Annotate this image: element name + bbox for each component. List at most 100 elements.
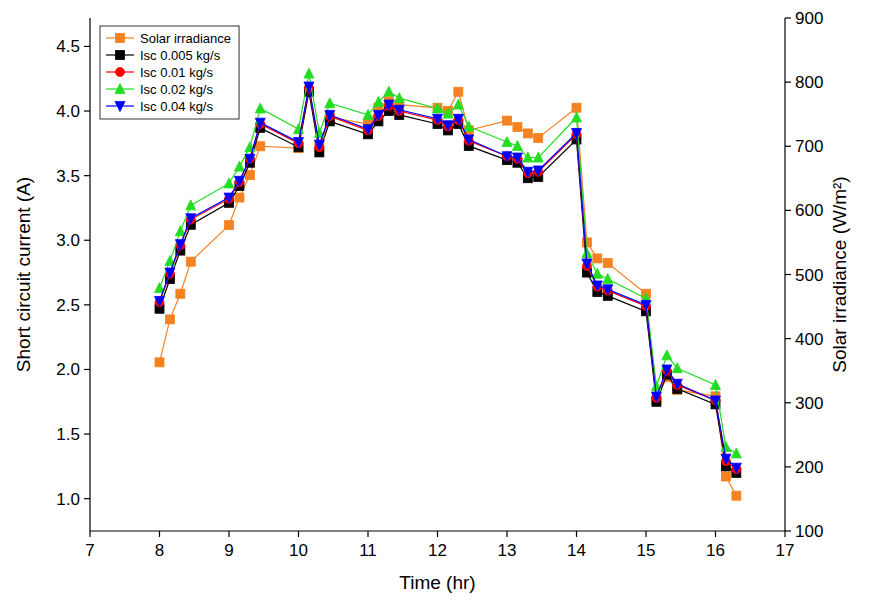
- plot-area: [155, 68, 742, 500]
- y2-tick: [785, 146, 791, 147]
- marker: [731, 463, 741, 473]
- marker: [672, 379, 682, 389]
- marker: [523, 152, 533, 162]
- x-tick: [576, 531, 577, 537]
- x-tick-label: 13: [498, 541, 517, 560]
- y-tick-label: 4.0: [56, 102, 80, 121]
- y-tick-label: 3.0: [56, 231, 80, 250]
- x-tick: [89, 531, 90, 537]
- marker: [662, 350, 672, 360]
- y-tick: [84, 46, 90, 47]
- marker: [294, 138, 304, 148]
- marker: [503, 152, 512, 161]
- y2-axis-title: Solar irradiance (W/m²): [829, 176, 850, 372]
- marker: [582, 259, 592, 269]
- y-tick-label: 1.0: [56, 490, 80, 509]
- marker: [533, 166, 543, 176]
- marker: [255, 103, 265, 113]
- y-tick: [84, 369, 90, 370]
- marker: [464, 135, 474, 145]
- x-tick: [715, 531, 716, 537]
- legend-label: Solar irradiance: [140, 31, 231, 46]
- series: [155, 82, 742, 473]
- marker: [363, 125, 373, 135]
- marker: [523, 167, 533, 177]
- marker: [641, 300, 651, 310]
- marker: [513, 123, 522, 132]
- marker: [502, 137, 512, 147]
- y2-tick-label: 100: [795, 522, 823, 541]
- y-tick-label: 1.5: [56, 425, 80, 444]
- y2-tick-label: 400: [795, 330, 823, 349]
- marker: [592, 281, 602, 291]
- marker: [363, 109, 373, 119]
- marker: [711, 396, 721, 406]
- y-tick: [84, 304, 90, 305]
- marker: [512, 153, 522, 163]
- marker: [155, 358, 164, 367]
- legend-label: Isc 0.01 kg/s: [140, 65, 213, 80]
- series: [155, 87, 741, 477]
- x-tick-label: 10: [289, 541, 308, 560]
- marker: [255, 118, 265, 128]
- marker: [165, 315, 174, 324]
- y2-tick: [785, 402, 791, 403]
- y-axis-line: [89, 18, 90, 531]
- y2-tick: [785, 82, 791, 83]
- series: [155, 83, 741, 473]
- marker: [245, 171, 254, 180]
- legend-marker: [116, 51, 125, 60]
- axes: 78910111213141516171.01.52.02.53.03.54.0…: [13, 9, 850, 593]
- marker: [603, 258, 612, 267]
- x-tick: [228, 531, 229, 537]
- x-tick-label: 16: [706, 541, 725, 560]
- y2-tick-label: 300: [795, 394, 823, 413]
- marker: [672, 363, 682, 373]
- marker: [453, 114, 463, 124]
- y-tick-label: 4.5: [56, 37, 80, 56]
- marker: [433, 114, 443, 124]
- y-tick: [84, 110, 90, 111]
- marker: [443, 121, 453, 131]
- y-axis-title: Short circuit current (A): [13, 177, 34, 372]
- marker: [453, 99, 463, 109]
- x-tick-label: 8: [155, 541, 164, 560]
- chart: 78910111213141516171.01.52.02.53.03.54.0…: [0, 0, 869, 610]
- x-tick-label: 12: [428, 541, 447, 560]
- x-tick: [298, 531, 299, 537]
- y2-tick: [785, 338, 791, 339]
- marker: [155, 296, 165, 306]
- y-tick: [84, 498, 90, 499]
- marker: [325, 98, 335, 108]
- marker: [394, 105, 404, 115]
- legend-marker: [116, 68, 125, 77]
- marker: [651, 392, 661, 402]
- x-tick: [506, 531, 507, 537]
- y-tick: [84, 175, 90, 176]
- y-tick: [84, 433, 90, 434]
- x-tick: [784, 531, 785, 537]
- marker: [721, 442, 731, 452]
- series-line: [160, 74, 737, 454]
- y2-tick-label: 800: [795, 73, 823, 92]
- marker: [314, 140, 324, 150]
- x-tick-label: 7: [85, 541, 94, 560]
- marker: [732, 491, 741, 500]
- y2-tick: [785, 210, 791, 211]
- marker: [175, 240, 185, 250]
- x-axis-title: Time (hr): [399, 572, 475, 593]
- y-tick-label: 3.5: [56, 167, 80, 186]
- y2-tick-label: 200: [795, 458, 823, 477]
- marker: [224, 193, 234, 203]
- marker: [186, 214, 196, 224]
- marker: [234, 176, 244, 186]
- y-tick: [84, 240, 90, 241]
- marker: [512, 140, 522, 150]
- marker: [593, 254, 602, 263]
- legend-marker: [116, 34, 125, 43]
- x-tick: [645, 531, 646, 537]
- y2-tick: [785, 530, 791, 531]
- marker: [373, 110, 383, 120]
- y2-tick-label: 900: [795, 9, 823, 28]
- marker: [394, 93, 404, 103]
